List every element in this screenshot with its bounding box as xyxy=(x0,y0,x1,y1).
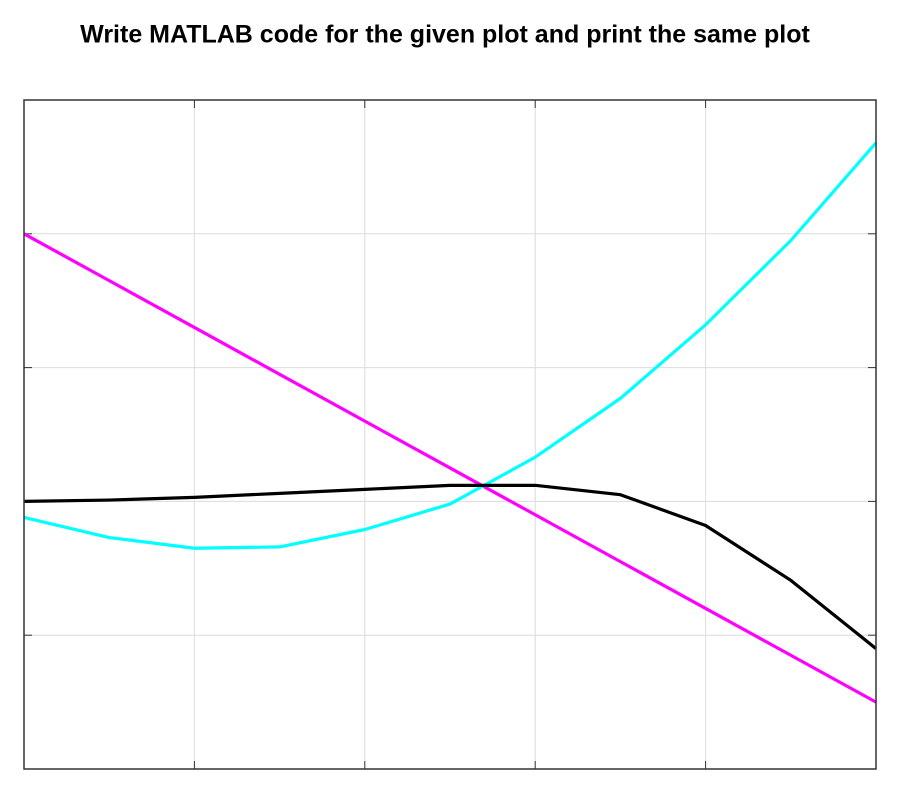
plot-frame xyxy=(23,99,877,770)
series-line xyxy=(23,483,878,650)
series-line xyxy=(23,232,877,704)
series-line xyxy=(23,141,878,550)
plot-lines xyxy=(23,141,878,704)
chart-title: Write MATLAB code for the given plot and… xyxy=(80,21,810,49)
